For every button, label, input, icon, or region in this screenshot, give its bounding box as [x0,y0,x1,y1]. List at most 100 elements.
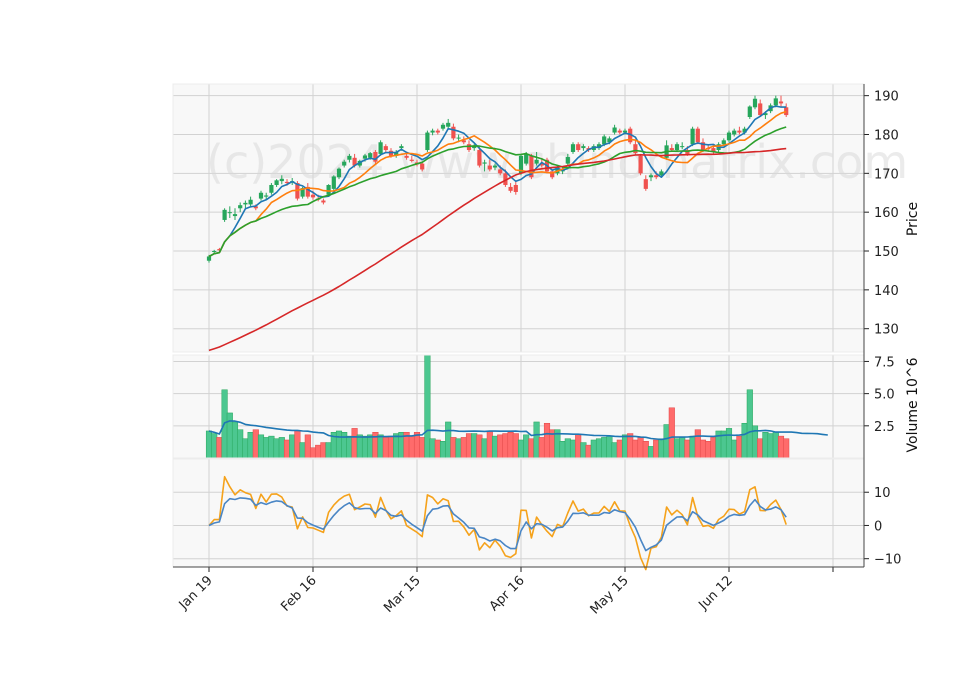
volume-bar-89 [668,407,675,459]
volume-bar-73 [585,444,592,459]
volume-bar-71 [575,434,582,459]
volume-bar-12 [268,435,275,459]
candle-body-83 [638,155,643,174]
volume-bar-2 [216,437,223,459]
candle-body-71 [576,144,581,151]
candle-body-82 [633,144,638,154]
candle-body-2 [217,249,222,251]
candle-body-10 [258,192,264,199]
volume-ytick-label-1: 5.0 [874,388,895,403]
volume-bar-49 [460,437,467,459]
candle-body-8 [248,199,253,205]
candle-body-31 [368,153,373,158]
candle-body-81 [628,128,633,143]
volume-bar-63 [533,421,540,459]
candle-body-52 [477,150,482,166]
volume-bar-81 [627,433,634,459]
volume-bar-84 [642,441,649,459]
oscillator-fast-line [208,497,787,552]
volume-bar-79 [616,439,623,459]
candle-body-37 [399,146,404,149]
volume-bar-0 [205,430,213,459]
volume-bar-85 [647,446,655,459]
volume-bar-13 [273,438,280,459]
osc-ytick-label-2: 10 [874,486,891,501]
candle-body-30 [362,155,368,159]
volume-bar-39 [408,435,415,459]
candle-body-49 [461,140,466,143]
volume-bar-50 [465,433,473,459]
volume-ma-line [208,420,828,441]
volume-bar-54 [486,430,493,459]
volume-bar-108 [767,433,774,459]
candle-body-45 [440,124,446,129]
volume-bar-8 [247,432,254,459]
volume-bar-20 [309,447,317,459]
candle-body-58 [508,186,513,191]
candle-body-63 [534,159,539,164]
xtick-label-5: Jun 12 [696,573,736,613]
volume-bar-30 [361,435,369,459]
volume-bar-45 [439,441,447,459]
volume-bar-28 [351,428,358,459]
volume-bar-95 [699,439,707,459]
ma5-line [208,105,787,258]
candle-body-106 [758,103,763,116]
volume-bar-94 [694,429,701,459]
oscillator-lines [208,475,787,571]
candle-body-91 [680,146,685,148]
volume-bar-100 [725,428,733,459]
volume-bar-53 [481,438,488,459]
candle-body-55 [492,165,498,168]
volume-ytick-label-0: 2.5 [874,420,895,435]
volume-bar-78 [611,442,618,459]
volume-bar-15 [283,439,291,459]
candle-body-87 [659,171,664,176]
volume-bar-87 [658,438,665,459]
volume-bar-52 [476,434,483,459]
xtick-label-2: Mar 15 [381,573,424,616]
volume-bar-10 [257,434,265,459]
volume-bar-7 [242,438,249,459]
candle-body-102 [737,130,742,133]
volume-bar-21 [315,444,322,459]
candle-body-36 [394,151,399,156]
candle-body-12 [269,184,274,193]
candle-body-6 [238,205,243,209]
volume-bar-14 [278,437,285,459]
volume-bar-80 [621,434,629,459]
candle-body-44 [435,130,440,133]
volume-bar-36 [393,433,400,459]
volume-bar-17 [294,430,301,459]
candle-body-90 [674,144,680,151]
candle-body-64 [539,163,544,166]
volume-bar-48 [455,438,462,459]
ma20-line [208,126,787,258]
candle-body-51 [472,146,477,149]
candle-body-48 [456,137,461,139]
panel-bg-2 [173,459,864,567]
volume-bar-58 [507,432,514,459]
candle-body-61 [524,153,529,164]
price-ytick-label-6: 190 [874,90,899,105]
volume-bar-22 [320,442,327,459]
volume-bar-74 [590,439,597,459]
volume-bar-96 [705,441,712,459]
candle-body-33 [378,142,383,154]
volume-bar-104 [746,389,753,459]
candle-body-62 [529,155,534,178]
price-ytick-label-5: 180 [874,128,899,143]
volume-bar-91 [679,437,686,459]
price-ytick-label-0: 130 [874,323,899,338]
price-axis-label: Price [905,202,921,236]
volume-bar-43 [429,438,436,459]
candle-body-94 [695,128,700,143]
osc-ytick-label-0: −10 [874,553,901,568]
volume-bar-68 [559,441,566,459]
price-ytick-label-3: 160 [874,206,899,221]
candle-body-110 [778,101,784,104]
volume-bar-35 [387,435,395,459]
candle-body-60 [518,155,524,174]
candle-body-109 [773,98,778,106]
